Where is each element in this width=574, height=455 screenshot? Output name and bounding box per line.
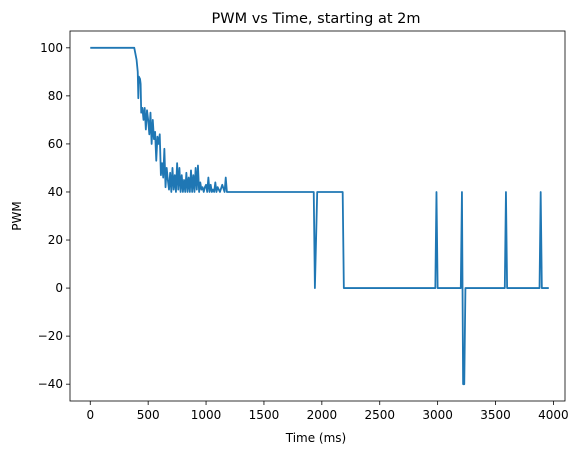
tick-group: 0 500 1000 1500 2000 2500 3000 3500 4000 −40 −20 0 2… [38, 41, 569, 422]
x-tick-label: 1000 [191, 408, 222, 422]
x-tick-label: 0 [86, 408, 94, 422]
x-axis-label: Time (ms) [285, 431, 347, 445]
plot-frame [69, 30, 566, 402]
x-tick-label: 2500 [364, 408, 395, 422]
x-tick-label: 3500 [480, 408, 511, 422]
y-tick-label: 20 [48, 233, 63, 247]
y-tick-label: −20 [38, 329, 63, 343]
y-tick-label: −40 [38, 377, 63, 391]
series-line [90, 46, 549, 386]
y-tick-label: 0 [55, 281, 63, 295]
x-tick-label: 3000 [422, 408, 453, 422]
y-tick-label: 60 [48, 137, 63, 151]
x-tick-label: 4000 [538, 408, 569, 422]
chart-title: PWM vs Time, starting at 2m [212, 11, 421, 27]
x-tick-label: 1500 [249, 408, 280, 422]
y-tick-label: 40 [48, 185, 63, 199]
y-tick-label: 100 [40, 41, 63, 55]
y-tick-label: 80 [48, 89, 63, 103]
x-tick-label: 500 [137, 408, 160, 422]
x-tick-label: 2000 [307, 408, 338, 422]
y-axis-label: PWM [10, 201, 24, 230]
